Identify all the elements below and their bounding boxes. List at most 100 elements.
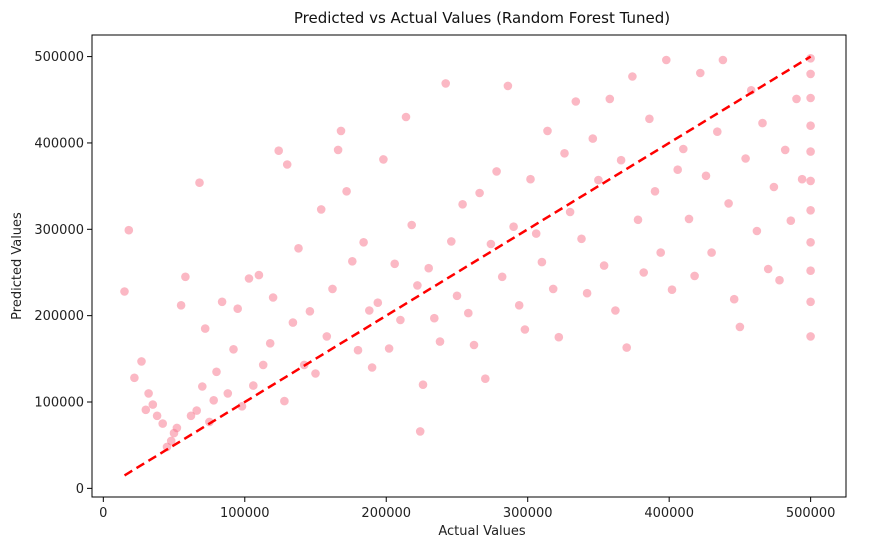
x-tick-label: 100000 <box>220 506 270 521</box>
data-point <box>806 93 815 103</box>
data-point <box>806 147 815 156</box>
data-point <box>229 345 238 354</box>
data-point <box>571 97 581 106</box>
data-point <box>554 332 564 342</box>
data-point <box>172 423 182 433</box>
data-point <box>379 155 388 164</box>
plot-area <box>120 54 815 477</box>
data-point <box>384 344 394 353</box>
data-point <box>195 178 204 187</box>
data-point <box>186 411 196 421</box>
data-point <box>639 268 648 277</box>
y-tick-label: 300000 <box>34 223 84 238</box>
data-point <box>486 239 496 249</box>
data-point <box>158 419 167 428</box>
data-point <box>447 237 456 246</box>
data-point <box>577 234 586 244</box>
data-point <box>359 238 368 247</box>
data-point <box>792 94 801 104</box>
data-point <box>594 175 603 185</box>
data-point <box>650 187 660 196</box>
y-tick-label: 0 <box>76 482 84 497</box>
axes: 0 100000 200000 300000 400000 500000 0 100000 20… <box>34 34 847 521</box>
data-point <box>268 293 278 302</box>
data-point <box>353 345 363 355</box>
data-point <box>407 220 417 230</box>
data-point <box>141 405 151 415</box>
data-point <box>806 266 815 276</box>
data-point <box>424 263 434 273</box>
x-tick-label: 400000 <box>644 506 694 521</box>
data-point <box>481 374 490 384</box>
data-point <box>176 301 186 310</box>
data-point <box>509 222 518 231</box>
reference-line <box>123 55 812 477</box>
data-point <box>806 54 815 63</box>
data-point <box>673 165 682 174</box>
data-point <box>282 160 292 169</box>
data-point <box>322 332 332 341</box>
data-point <box>316 205 326 214</box>
data-point <box>348 257 357 266</box>
y-tick-label: 500000 <box>34 50 84 65</box>
data-point <box>565 207 575 217</box>
data-point <box>656 248 665 257</box>
data-point <box>311 369 320 378</box>
data-point <box>441 79 451 88</box>
data-point <box>662 55 671 65</box>
data-point <box>684 214 694 224</box>
data-point <box>718 55 728 65</box>
data-point <box>181 272 190 282</box>
data-point <box>365 306 374 315</box>
data-point <box>679 144 688 154</box>
data-point <box>130 373 139 383</box>
data-point <box>724 199 733 208</box>
data-point <box>628 72 637 81</box>
x-tick-label: 500000 <box>786 506 836 521</box>
data-point <box>223 389 233 398</box>
data-point <box>531 229 541 238</box>
data-point <box>806 297 815 307</box>
data-point <box>294 244 303 253</box>
data-point <box>280 396 289 406</box>
y-tick-label: 100000 <box>34 396 84 411</box>
y-tick-label: 200000 <box>34 309 84 324</box>
data-point <box>401 112 411 122</box>
data-point <box>166 436 176 446</box>
data-point <box>735 322 745 332</box>
data-point <box>713 127 722 136</box>
data-point <box>475 188 484 198</box>
data-point <box>144 389 153 398</box>
data-point <box>690 271 699 281</box>
data-point <box>667 285 677 295</box>
x-tick-label: 0 <box>99 506 107 521</box>
data-point <box>616 155 626 165</box>
data-point <box>254 270 264 280</box>
data-point <box>418 380 428 390</box>
data-point <box>780 145 790 155</box>
x-tick-label: 300000 <box>503 506 553 521</box>
data-point <box>464 308 473 318</box>
data-point <box>775 275 784 285</box>
data-point <box>148 400 158 409</box>
data-point <box>729 294 739 304</box>
data-point <box>198 382 207 391</box>
data-point <box>452 291 462 301</box>
data-point <box>797 174 807 184</box>
data-point <box>469 340 479 350</box>
data-point <box>806 332 815 341</box>
data-point <box>390 259 400 269</box>
data-point <box>265 339 275 348</box>
data-point <box>137 357 146 366</box>
data-point <box>237 402 247 411</box>
data-point <box>707 248 716 257</box>
data-point <box>120 287 129 296</box>
data-point <box>492 167 501 176</box>
y-tick-label: 400000 <box>34 136 84 151</box>
data-point <box>209 396 218 405</box>
data-point <box>288 318 298 327</box>
data-point <box>200 324 210 333</box>
data-point <box>758 118 767 128</box>
